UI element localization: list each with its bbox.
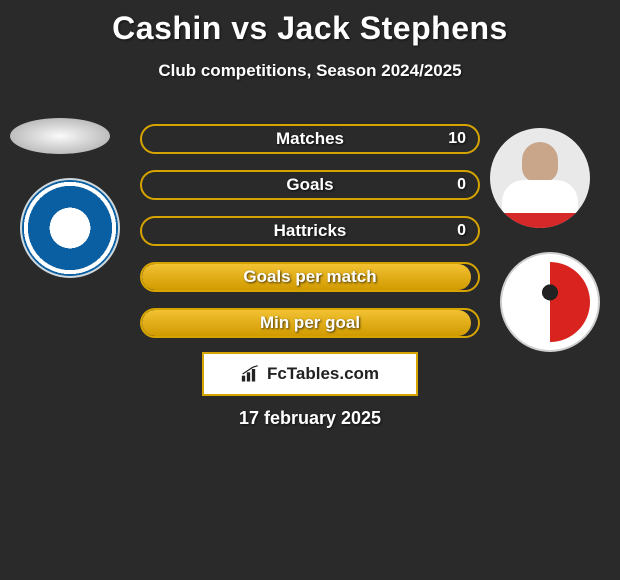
bar-chart-icon xyxy=(241,365,261,383)
stat-value-right: 0 xyxy=(457,218,466,244)
subtitle: Club competitions, Season 2024/2025 xyxy=(0,61,620,81)
stat-label: Matches xyxy=(142,126,478,152)
watermark-text: FcTables.com xyxy=(267,364,379,384)
stat-label: Goals xyxy=(142,172,478,198)
stat-label: Goals per match xyxy=(142,264,478,290)
stat-row-hattricks: Hattricks 0 xyxy=(140,216,480,246)
stat-row-matches: Matches 10 xyxy=(140,124,480,154)
player-avatar-right xyxy=(490,128,590,228)
date-label: 17 february 2025 xyxy=(0,408,620,429)
player-avatar-left xyxy=(10,118,110,154)
stat-row-goals: Goals 0 xyxy=(140,170,480,200)
club-badge-right xyxy=(500,252,600,352)
stat-row-goals-per-match: Goals per match xyxy=(140,262,480,292)
page-title: Cashin vs Jack Stephens xyxy=(0,0,620,47)
stat-label: Hattricks xyxy=(142,218,478,244)
club-badge-left xyxy=(20,178,120,278)
watermark: FcTables.com xyxy=(202,352,418,396)
stat-value-right: 10 xyxy=(448,126,466,152)
stats-bars: Matches 10 Goals 0 Hattricks 0 Goals per… xyxy=(140,124,480,354)
stat-value-right: 0 xyxy=(457,172,466,198)
stat-label: Min per goal xyxy=(142,310,478,336)
stat-row-min-per-goal: Min per goal xyxy=(140,308,480,338)
